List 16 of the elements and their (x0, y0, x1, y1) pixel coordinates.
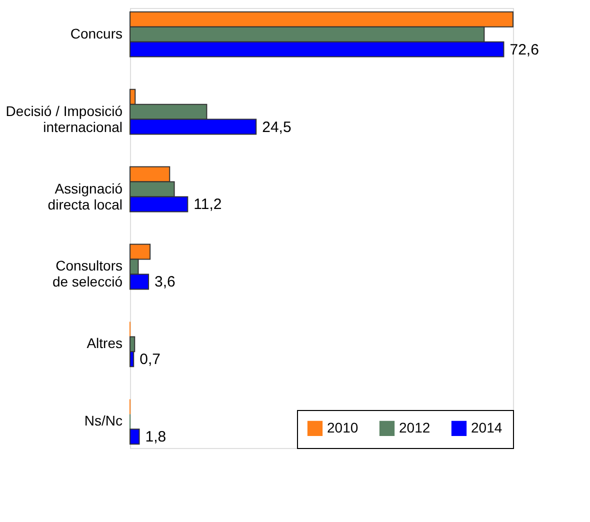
y-tick-label: Consultors de selecció (52, 258, 123, 290)
data-label: 11,2 (194, 196, 222, 214)
data-label: 1,8 (145, 428, 166, 446)
y-tick-label: Assignació directa local (48, 180, 123, 212)
bar (130, 428, 140, 445)
y-tick-label: Altres (86, 335, 122, 352)
y-tick-label: Concurs (70, 25, 122, 42)
data-label: 72,6 (510, 41, 539, 58)
legend-label: 2012 (399, 419, 430, 436)
y-tick-label: Ns/Nc (84, 412, 122, 429)
legend-label: 2010 (327, 419, 358, 436)
data-label: 3,6 (154, 274, 176, 291)
data-label: 0,7 (140, 351, 160, 368)
data-label: 24,5 (262, 118, 292, 136)
y-tick-label: Decisió / Imposició internacional (6, 102, 123, 135)
legend-label: 2014 (471, 419, 502, 436)
